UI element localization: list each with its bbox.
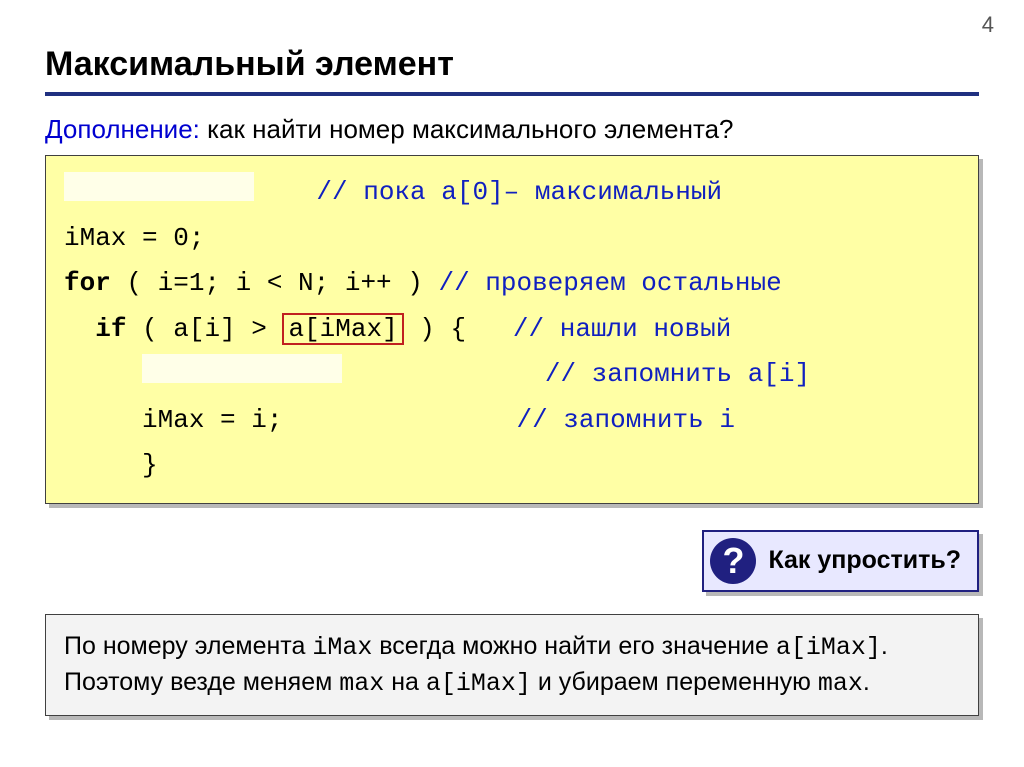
question-box: ? Как упростить? [702,530,979,592]
slide-title: Максимальный элемент [45,45,979,84]
note-code: a[iMax] [776,633,881,662]
code-text: ( i=1; i < N; i++ ) [111,268,439,298]
blank-box [64,172,254,201]
note-text: на [384,668,426,696]
code-text: } [142,450,158,480]
code-comment: // пока a[0]– максимальный [316,177,722,207]
title-underline [45,92,979,96]
note-code: max [818,669,863,698]
subtitle: Дополнение: как найти номер максимальног… [45,114,979,145]
code-comment: // нашли новый [513,314,731,344]
code-comment: // проверяем остальные [438,268,781,298]
code-text: ) { [404,314,513,344]
code-text: iMax = i; [142,405,282,435]
note-text: По номеру элемента [64,632,312,660]
code-keyword: if [95,314,126,344]
code-comment: // запомнить a[i] [545,359,810,389]
question-text: Как упростить? [768,546,961,575]
question-row: ? Как упростить? [45,530,979,592]
code-block: // пока a[0]– максимальный iMax = 0; for… [45,155,979,504]
code-keyword: for [64,268,111,298]
note-code: iMax [312,633,372,662]
note-code: a[iMax] [426,669,531,698]
question-mark-icon: ? [710,538,756,584]
note-text: всегда можно найти его значение [372,632,776,660]
code-line: iMax = 0; [64,216,960,262]
note-box: По номеру элемента iMax всегда можно най… [45,614,979,716]
note-code: max [339,669,384,698]
note-text: . [863,668,870,696]
highlight-box: a[iMax] [282,313,403,346]
code-text: ( a[i] > [126,314,282,344]
page-number: 4 [982,12,994,38]
note-text: и убираем переменную [531,668,818,696]
code-comment: // запомнить i [517,405,735,435]
subtitle-rest: как найти номер максимального элемента? [200,114,734,144]
blank-box [142,354,342,383]
subtitle-highlight: Дополнение: [45,114,200,144]
